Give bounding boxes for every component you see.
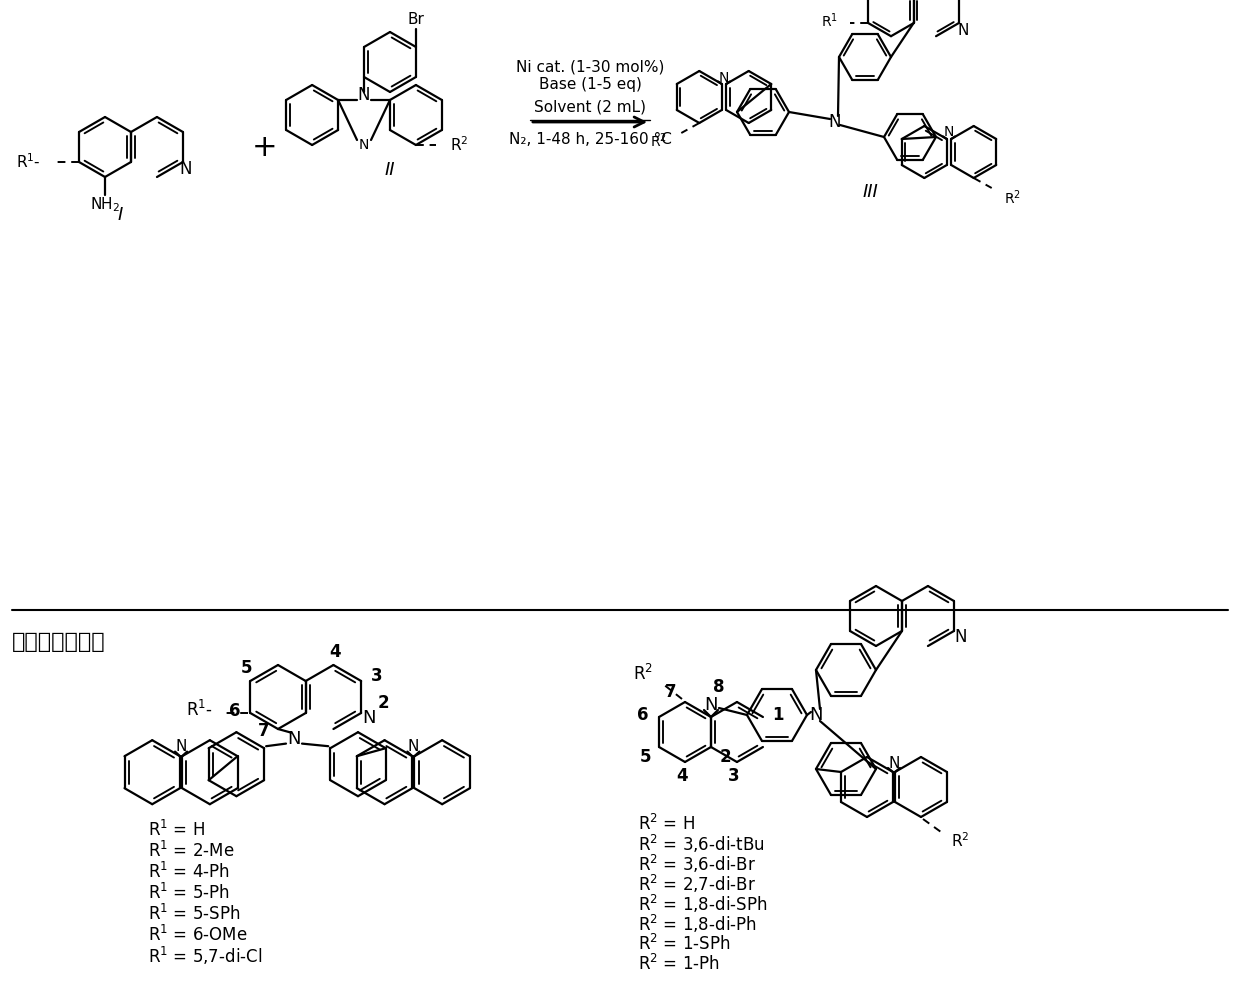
Text: R$^2$ = 1,8-di-Ph: R$^2$ = 1,8-di-Ph [639, 913, 756, 935]
Text: 1: 1 [773, 706, 784, 724]
Text: R$^2$ = H: R$^2$ = H [639, 814, 694, 834]
Text: N: N [408, 739, 419, 754]
Text: Br: Br [408, 12, 424, 27]
Text: 6: 6 [637, 706, 649, 724]
Text: N: N [957, 23, 970, 38]
Text: N: N [288, 729, 301, 748]
Text: R$^1$ = 5-SPh: R$^1$ = 5-SPh [148, 904, 241, 925]
Text: R$^1$: R$^1$ [821, 11, 838, 30]
Text: N₂, 1-48 h, 25-160 °C: N₂, 1-48 h, 25-160 °C [508, 133, 671, 148]
Text: 3: 3 [371, 667, 383, 685]
Text: 7: 7 [665, 683, 677, 701]
Text: N: N [362, 709, 376, 727]
Text: N: N [358, 86, 371, 104]
Text: 5: 5 [640, 748, 651, 766]
Text: N: N [175, 739, 187, 754]
Text: N: N [719, 70, 729, 84]
Text: R$^2$ = 3,6-di-tBu: R$^2$ = 3,6-di-tBu [639, 833, 765, 855]
Text: 4: 4 [330, 643, 341, 661]
Text: 5: 5 [241, 659, 252, 677]
Text: R$^2$: R$^2$ [951, 831, 970, 850]
Text: 6: 6 [228, 702, 241, 720]
Text: NH$_2$: NH$_2$ [89, 195, 120, 214]
Text: R$^2$ = 1-Ph: R$^2$ = 1-Ph [639, 954, 720, 974]
Text: R$^2$ = 1-SPh: R$^2$ = 1-SPh [639, 933, 730, 954]
Text: R$^1$ = H: R$^1$ = H [148, 820, 205, 840]
Text: R$^1$ = 6-OMe: R$^1$ = 6-OMe [148, 925, 248, 945]
Text: II: II [384, 161, 396, 179]
Text: 8: 8 [713, 678, 724, 696]
Text: 4: 4 [676, 767, 688, 785]
Text: 2: 2 [719, 748, 730, 766]
Text: R$^1$ = 5,7-di-Cl: R$^1$ = 5,7-di-Cl [148, 945, 263, 967]
Text: N: N [358, 138, 370, 152]
Text: 2: 2 [377, 694, 389, 712]
Text: R$^2$: R$^2$ [650, 132, 667, 151]
Text: R$^1$ = 5-Ph: R$^1$ = 5-Ph [148, 883, 229, 903]
Text: 3: 3 [728, 767, 740, 785]
Text: N: N [888, 756, 900, 771]
Text: N: N [944, 126, 955, 140]
Text: R$^2$ = 3,6-di-Br: R$^2$ = 3,6-di-Br [639, 853, 756, 875]
Text: R$^2$: R$^2$ [450, 136, 469, 155]
Text: Ni cat. (1-30 mol%): Ni cat. (1-30 mol%) [516, 60, 665, 74]
Text: R$^2$ = 1,8-di-SPh: R$^2$ = 1,8-di-SPh [639, 893, 768, 915]
Text: N: N [955, 628, 967, 646]
Text: R$^1$-: R$^1$- [16, 153, 41, 172]
Text: N: N [828, 113, 841, 131]
Text: R$^1$-: R$^1$- [186, 700, 212, 720]
Text: Solvent (2 mL): Solvent (2 mL) [534, 99, 646, 114]
Text: III: III [862, 183, 878, 201]
Text: R$^1$ = 4-Ph: R$^1$ = 4-Ph [148, 862, 229, 882]
Text: N: N [704, 696, 718, 714]
Text: +: + [252, 133, 278, 162]
Text: 部分底物结构式: 部分底物结构式 [12, 632, 105, 652]
Text: I: I [118, 206, 123, 224]
Text: 7: 7 [258, 722, 270, 740]
Text: N: N [810, 706, 822, 724]
Text: R$^2$: R$^2$ [634, 664, 653, 684]
Text: R$^2$: R$^2$ [1003, 188, 1021, 207]
Text: R$^1$ = 2-Me: R$^1$ = 2-Me [148, 841, 234, 861]
Text: Base (1-5 eq): Base (1-5 eq) [538, 76, 641, 91]
Text: N: N [180, 160, 192, 178]
Text: R$^2$ = 2,7-di-Br: R$^2$ = 2,7-di-Br [639, 873, 756, 895]
